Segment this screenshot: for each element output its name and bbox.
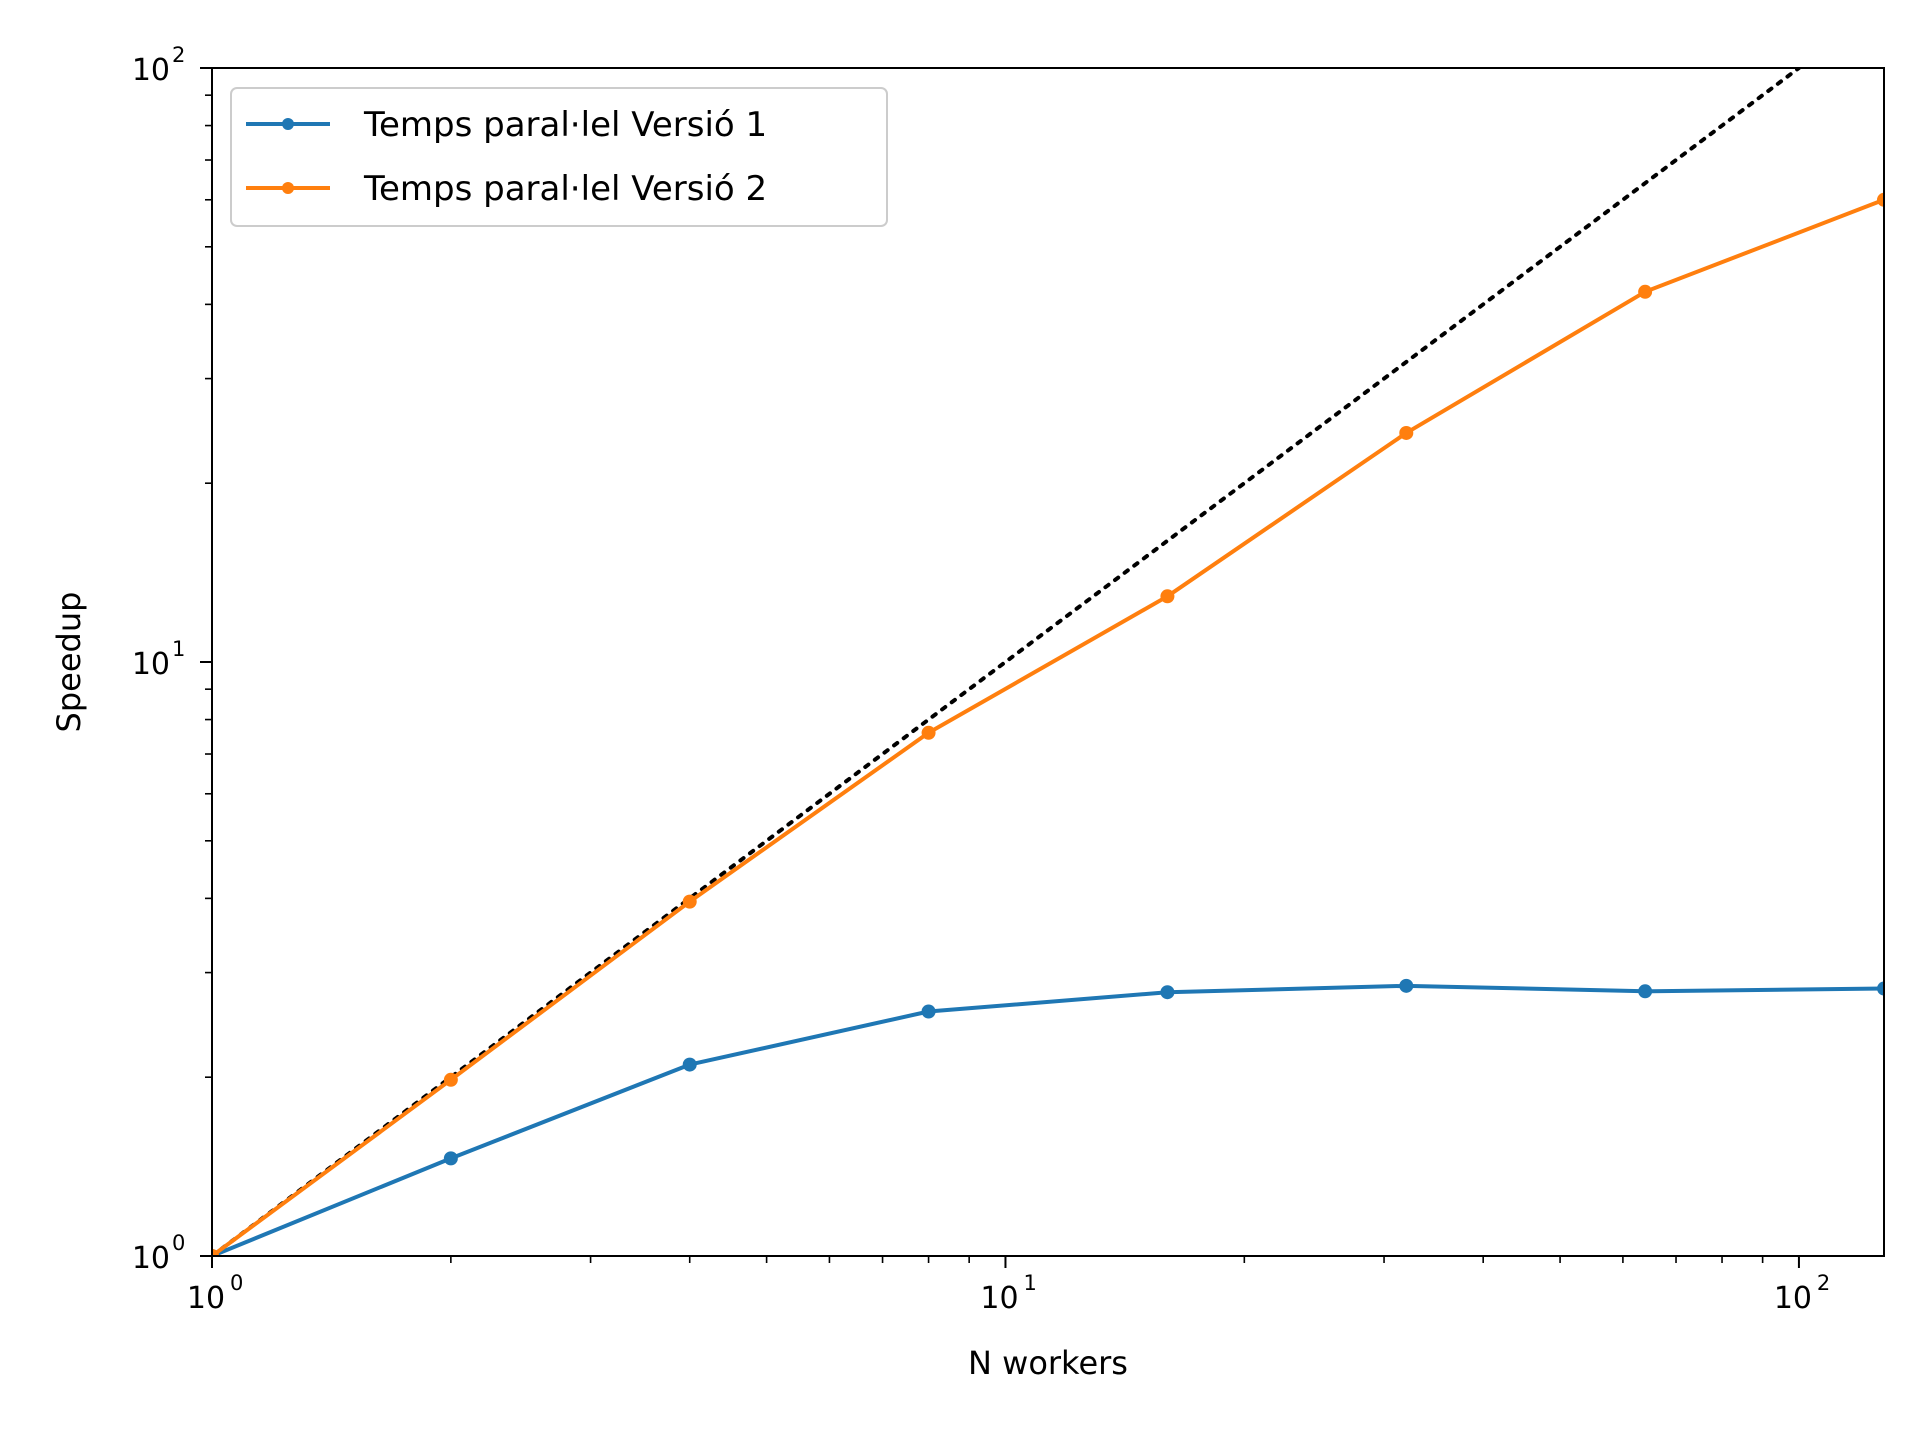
- legend-label-version-2: Temps paral·lel Versió 2: [363, 169, 767, 209]
- legend-box: [230, 87, 888, 227]
- data-point-version-1: [1160, 985, 1175, 1000]
- legend-marker-version-1: [282, 118, 294, 130]
- legend-marker-version-2: [282, 182, 294, 194]
- x-tick-exponent: 2: [1817, 1271, 1830, 1295]
- data-point-version-2: [921, 725, 936, 740]
- x-axis-label: N workers: [968, 1344, 1128, 1382]
- data-point-version-1: [1638, 984, 1653, 999]
- y-tick-exponent: 2: [172, 43, 185, 67]
- legend-label-version-1: Temps paral·lel Versió 1: [363, 105, 767, 145]
- data-point-version-2: [1638, 284, 1653, 299]
- data-point-version-1: [1399, 978, 1414, 993]
- series-line-version-1: [212, 983, 1884, 1256]
- y-tick-exponent: 0: [172, 1231, 185, 1255]
- series-layer: [212, 68, 1884, 1256]
- data-point-version-2: [1877, 192, 1884, 207]
- data-point-version-1: [1877, 981, 1884, 996]
- plot-area: [212, 68, 1884, 1256]
- data-point-version-2: [682, 894, 697, 909]
- y-tick-label: 10: [132, 647, 170, 682]
- legend: Temps paral·lel Versió 1 Temps paral·lel…: [230, 87, 888, 227]
- series-line-version-2: [212, 197, 1884, 1256]
- y-tick-label: 10: [132, 1241, 170, 1276]
- data-point-version-1: [682, 1057, 697, 1072]
- data-point-version-1: [443, 1151, 458, 1166]
- x-tick-exponent: 1: [1023, 1271, 1036, 1295]
- data-point-version-2: [1399, 425, 1414, 440]
- y-tick-exponent: 1: [172, 637, 185, 661]
- data-point-version-2: [1160, 589, 1175, 604]
- data-point-version-2: [212, 1249, 219, 1256]
- x-tick-label: 10: [980, 1281, 1018, 1316]
- plot-frame: [211, 67, 1885, 1257]
- data-point-version-2: [443, 1072, 458, 1087]
- x-axis-ticks: 10 0 10 1 10 2: [187, 1256, 1830, 1316]
- x-tick-label: 10: [1774, 1281, 1812, 1316]
- x-tick-label: 10: [187, 1281, 225, 1316]
- y-axis-label: Speedup: [50, 592, 88, 733]
- data-point-version-1: [921, 1004, 936, 1019]
- x-tick-exponent: 0: [230, 1271, 243, 1295]
- y-tick-label: 10: [132, 53, 170, 88]
